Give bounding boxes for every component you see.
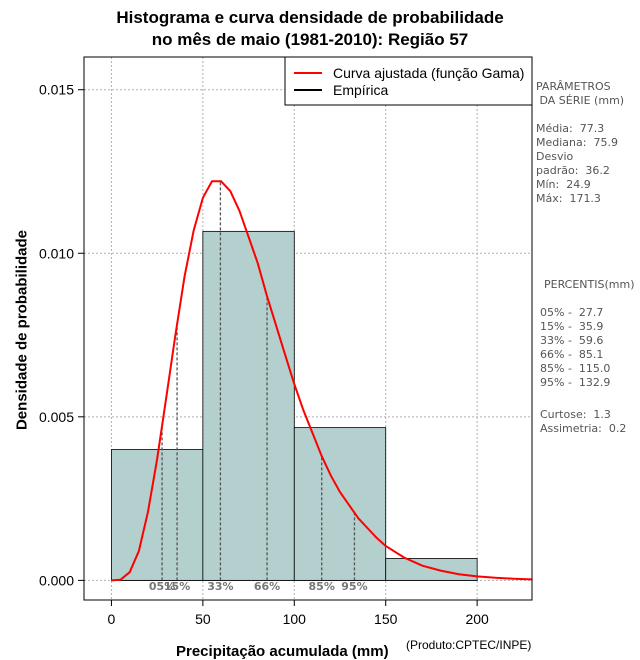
fitted-gamma-curve (111, 180, 533, 582)
x-tick-label: 100 (283, 611, 307, 627)
x-tick-label: 200 (465, 611, 489, 627)
legend-box (284, 56, 533, 106)
y-tick-label: 0.005 (39, 409, 74, 425)
x-tick-label: 0 (108, 611, 116, 627)
percentile-label: 66% (254, 580, 280, 593)
y-tick-label: 0.010 (39, 245, 74, 261)
percentile-label: 85% (309, 580, 335, 593)
histogram-bar (385, 558, 478, 581)
percentile-label: 33% (207, 580, 233, 593)
params-title: PARÂMETROS DA SÉRIE (mm) (536, 80, 625, 107)
percentile-label: 15% (164, 580, 190, 593)
y-tick-label: 0.000 (39, 572, 74, 588)
percentile-label: 05% (149, 580, 175, 593)
histogram-bar (111, 449, 204, 581)
percentis-title: PERCENTIS(mm) (544, 278, 635, 291)
percentis-body: 05% - 27.7 15% - 35.9 33% - 59.6 66% - 8… (540, 306, 611, 389)
params-body: Média: 77.3 Mediana: 75.9 Desvio padrão:… (536, 122, 618, 205)
y-tick-label: 0.015 (39, 82, 74, 98)
chart-title-line1: Histograma e curva densidade de probabil… (116, 8, 504, 27)
credit-label: (Produto:CPTEC/INPE) (406, 638, 532, 652)
chart-title-line2: no mês de maio (1981-2010): Região 57 (151, 30, 469, 49)
histogram-bar (293, 427, 387, 581)
percentile-label: 95% (341, 580, 367, 593)
y-axis-label: Densidade de probabilidade (13, 229, 31, 431)
x-axis-label: Precipitação acumulada (mm) (176, 643, 389, 660)
legend-empirical-label: Empírica (333, 82, 388, 98)
legend-curve-label: Curva ajustada (função Gama) (333, 65, 524, 81)
histogram-bar (202, 230, 295, 581)
stats-extra: Curtose: 1.3 Assimetria: 0.2 (540, 408, 627, 435)
x-tick-label: 150 (374, 611, 398, 627)
x-tick-label: 50 (195, 611, 211, 627)
